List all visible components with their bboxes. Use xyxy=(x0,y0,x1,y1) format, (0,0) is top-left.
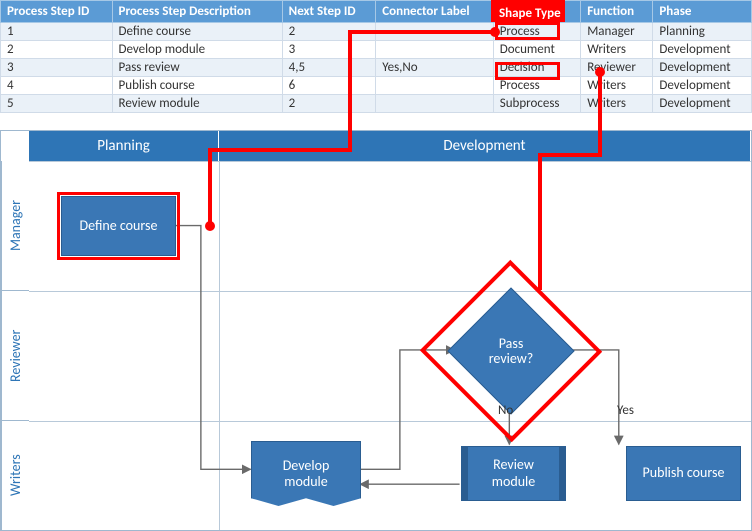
phase-row: Planning Development xyxy=(29,131,751,161)
shape-pass-review-label: Passreview? xyxy=(466,306,556,396)
shape-develop-module: Developmodule xyxy=(251,441,361,506)
col-connector-label: Connector Label xyxy=(376,1,494,23)
cell-phase: Development xyxy=(653,59,752,77)
cell-desc: Publish course xyxy=(112,77,282,95)
cell-conn xyxy=(376,23,494,41)
flowchart: Planning Development Manager Reviewer Wr… xyxy=(0,130,752,531)
col-next-step-id: Next Step ID xyxy=(282,1,376,23)
cell-desc: Review module xyxy=(112,95,282,113)
col-process-step-desc: Process Step Description xyxy=(112,1,282,23)
edge-label-no: No xyxy=(498,403,513,418)
cell-next: 2 xyxy=(282,23,376,41)
table-row: 3 Pass review 4,5 Yes,No Decision Review… xyxy=(1,59,752,77)
cell-func: Reviewer xyxy=(581,59,653,77)
cell-id: 2 xyxy=(1,41,113,59)
cell-next: 4,5 xyxy=(282,59,376,77)
cell-phase: Development xyxy=(653,77,752,95)
phase-development: Development xyxy=(219,131,751,161)
cell-shape: Subprocess xyxy=(493,95,580,113)
table-row: 5 Review module 2 Subprocess Writers Dev… xyxy=(1,95,752,113)
shape-review-module: Reviewmodule xyxy=(461,446,566,501)
cell-next: 6 xyxy=(282,77,376,95)
phase-divider xyxy=(219,161,220,530)
col-function: Function xyxy=(581,1,653,23)
lane-reviewer: Reviewer xyxy=(1,291,29,421)
cell-phase: Development xyxy=(653,95,752,113)
lane-manager: Manager xyxy=(1,161,29,291)
col-phase: Phase xyxy=(653,1,752,23)
edge-label-yes: Yes xyxy=(617,403,634,418)
cell-shape: Document xyxy=(493,41,580,59)
lane-body-reviewer xyxy=(29,291,751,421)
table-body: 1 Define course 2 Process Manager Planni… xyxy=(1,23,752,113)
col-shape-type: Shape Type xyxy=(493,1,580,23)
shape-pass-review: Passreview? xyxy=(466,306,556,396)
cell-shape: Process xyxy=(493,23,580,41)
col-process-step-id: Process Step ID xyxy=(1,1,113,23)
cell-desc: Develop module xyxy=(112,41,282,59)
cell-conn xyxy=(376,41,494,59)
lane-writers: Writers xyxy=(1,421,29,531)
table-row: 2 Develop module 3 Document Writers Deve… xyxy=(1,41,752,59)
shape-define-course: Define course xyxy=(61,196,176,256)
cell-func: Manager xyxy=(581,23,653,41)
shape-publish-course: Publish course xyxy=(626,446,741,501)
table-row: 4 Publish course 6 Process Writers Devel… xyxy=(1,77,752,95)
cell-shape: Process xyxy=(493,77,580,95)
cell-conn xyxy=(376,77,494,95)
process-table: Process Step ID Process Step Description… xyxy=(0,0,752,113)
cell-desc: Pass review xyxy=(112,59,282,77)
cell-next: 2 xyxy=(282,95,376,113)
cell-id: 1 xyxy=(1,23,113,41)
table-row: 1 Define course 2 Process Manager Planni… xyxy=(1,23,752,41)
cell-id: 4 xyxy=(1,77,113,95)
cell-conn xyxy=(376,95,494,113)
phase-planning: Planning xyxy=(29,131,219,161)
cell-phase: Planning xyxy=(653,23,752,41)
cell-func: Writers xyxy=(581,77,653,95)
table-header-row: Process Step ID Process Step Description… xyxy=(1,1,752,23)
cell-id: 5 xyxy=(1,95,113,113)
cell-shape: Decision xyxy=(493,59,580,77)
cell-id: 3 xyxy=(1,59,113,77)
cell-next: 3 xyxy=(282,41,376,59)
cell-desc: Define course xyxy=(112,23,282,41)
cell-func: Writers xyxy=(581,41,653,59)
cell-conn: Yes,No xyxy=(376,59,494,77)
cell-func: Writers xyxy=(581,95,653,113)
cell-phase: Development xyxy=(653,41,752,59)
